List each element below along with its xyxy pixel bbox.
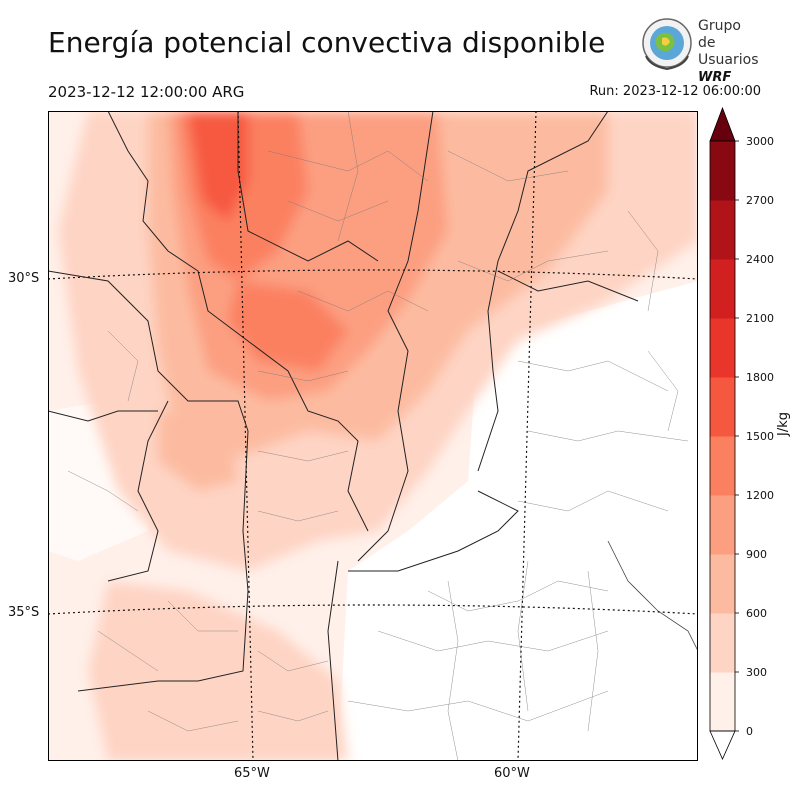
colorbar-band [710,318,735,378]
cape-band-600-west [158,411,238,491]
colorbar-tick-label: 900 [746,548,767,561]
colorbar-band [710,554,735,614]
colorbar-tick-label: 2100 [746,312,774,325]
logo-line1: Grupo de [698,18,741,51]
colorbar-band [710,141,735,201]
colorbar-tick-label: 1500 [746,430,774,443]
logo-line2: Usuarios [698,52,759,68]
colorbar-tick-label: 3000 [746,135,774,148]
colorbar: 0 300 600 900 1200 1500 1800 2100 2400 2700 3000 [709,106,774,760]
logo-line3: WRF [698,70,732,85]
cape-map [48,111,698,761]
map-title: Energía potencial convectiva disponible [48,26,606,59]
colorbar-extend-max [709,106,736,142]
lon-label-60w: 60°W [494,766,530,781]
colorbar-band [710,200,735,260]
colorbar-extend-min [709,730,736,760]
valid-time: 2023-12-12 12:00:00 ARG [48,83,245,101]
colorbar-tick-label: 1200 [746,489,774,502]
colorbar-tick-label: 300 [746,666,767,679]
colorbar-band [710,613,735,673]
colorbar-band [710,495,735,555]
colorbar-tick-label: 0 [746,725,753,738]
wrf-logo: Grupo de Usuarios WRF [638,16,759,85]
colorbar-bands [709,106,736,760]
lon-label-65w: 65°W [234,766,270,781]
colorbar-tick-label: 1800 [746,371,774,384]
colorbar-band [710,436,735,496]
colorbar-unit: J/kg [776,412,791,436]
map-frame [48,111,698,761]
globe-icon [642,18,692,71]
department-lines [67,111,689,761]
colorbar-tick-label: 2400 [746,253,774,266]
colorbar-band [710,672,735,732]
colorbar-band [710,259,735,319]
cape-band-1500 [188,111,248,221]
provincial-borders [48,111,639,761]
lat-label-30s: 30°S [8,271,40,286]
run-time: Run: 2023-12-12 06:00:00 [589,84,761,99]
graticule [48,111,698,761]
coastline [607,540,698,652]
low-cape-region-east [338,281,698,761]
lat-label-35s: 35°S [8,605,40,620]
cape-band-300-south [88,581,348,761]
colorbar-tick-label: 2700 [746,194,774,207]
colorbar-ticks: 0 300 600 900 1200 1500 1800 2100 2400 2700 3000 [735,135,774,738]
colorbar-tick-label: 600 [746,607,767,620]
colorbar-band [710,377,735,437]
